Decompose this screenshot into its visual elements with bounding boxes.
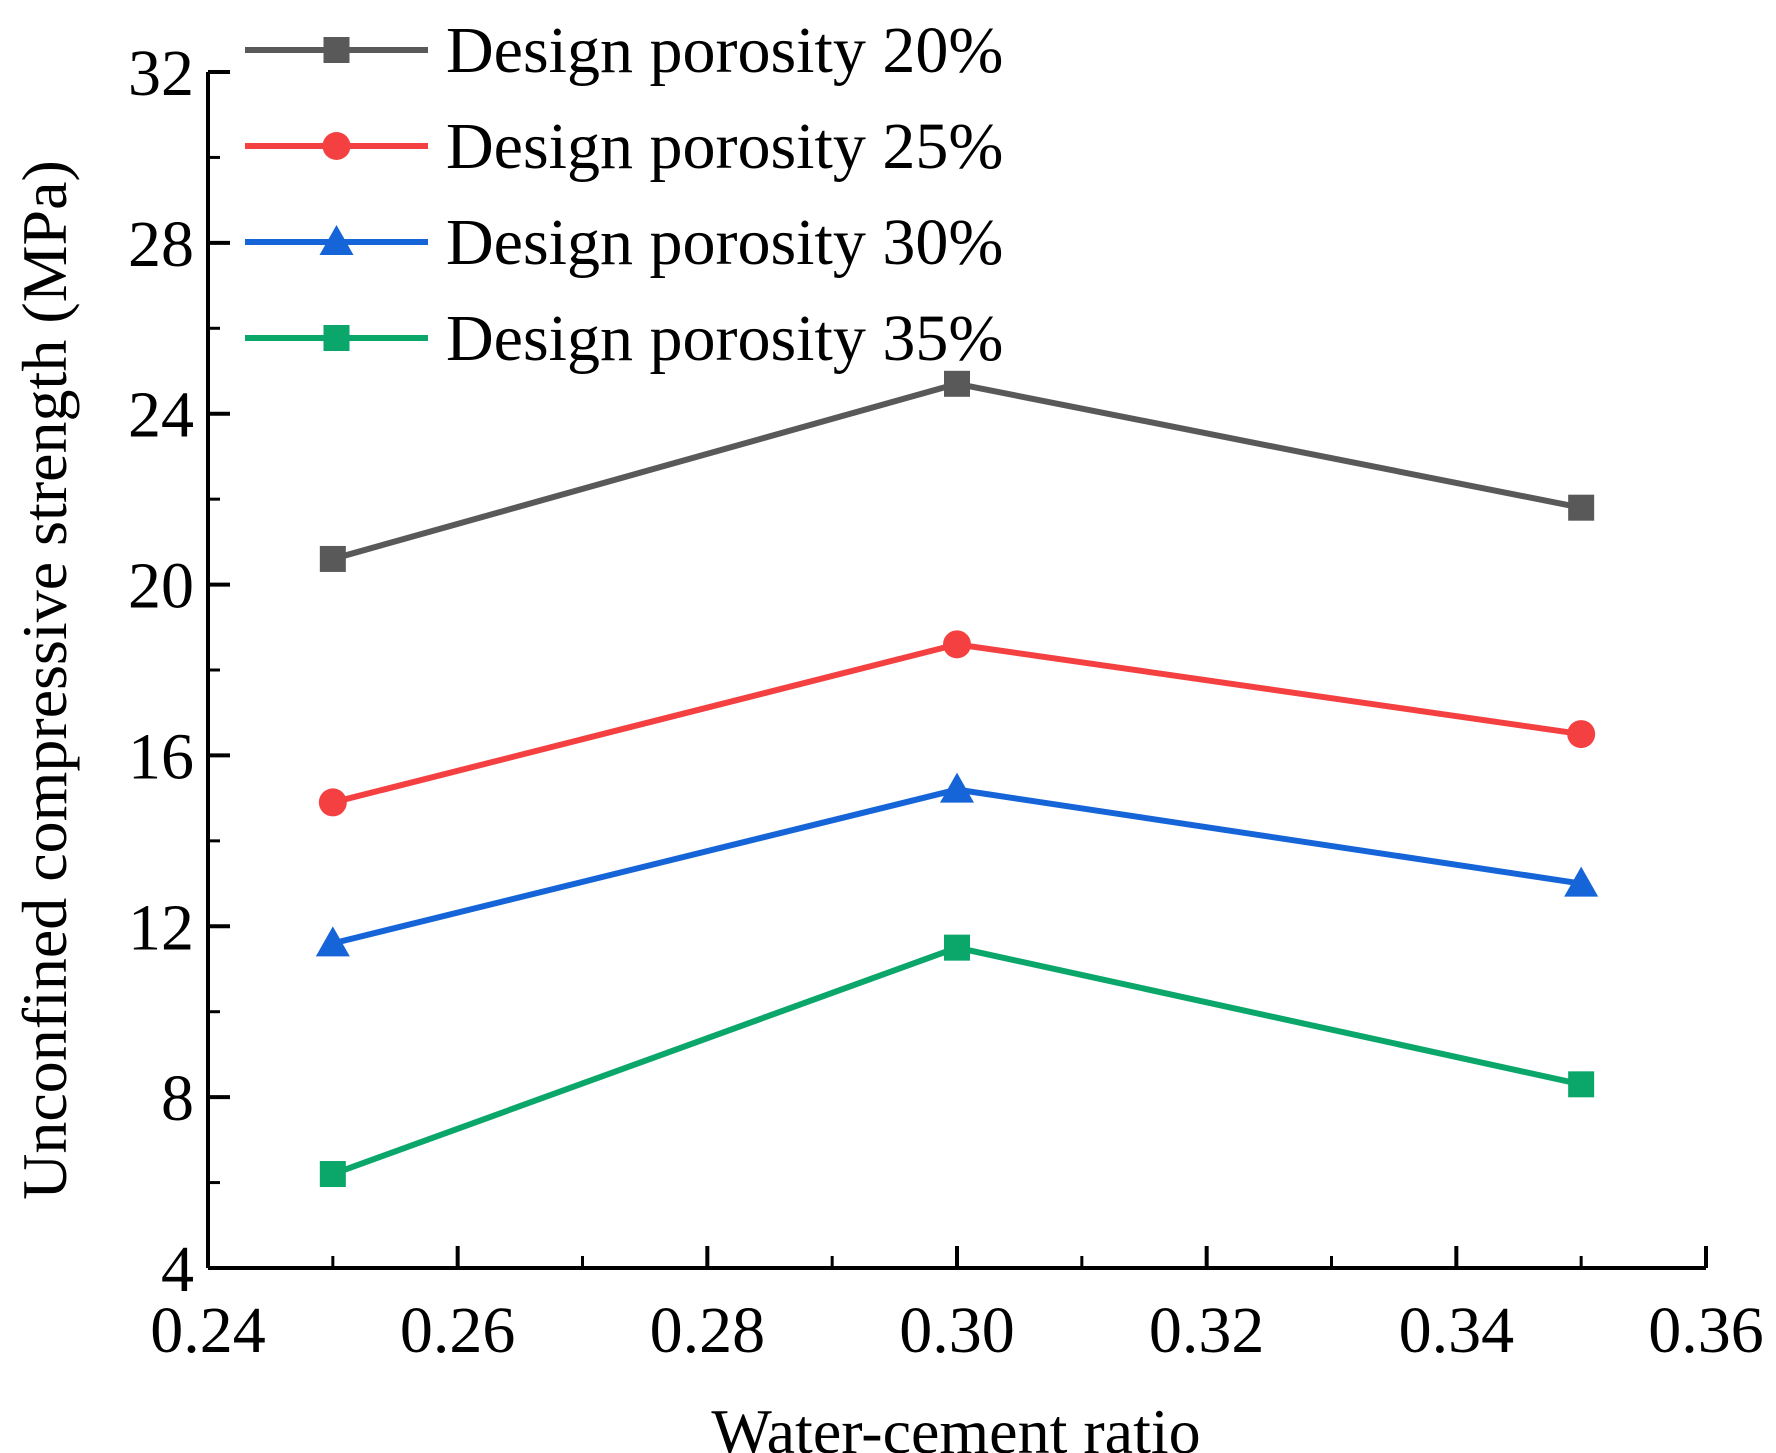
series-4 [319, 934, 1595, 1188]
data-point [315, 926, 350, 957]
legend-item: Design porosity 20% [245, 14, 1003, 87]
legend-swatch-marker [322, 132, 351, 160]
y-axis-title: Unconfined compressive strength (MPa) [9, 160, 80, 1200]
series-line [332, 380, 1582, 562]
data-point [1564, 866, 1599, 897]
data-point [1567, 720, 1596, 749]
x-tick-label: 0.28 [650, 1294, 766, 1367]
series-layer [315, 370, 1599, 1188]
legend-label: Design porosity 35% [446, 302, 1003, 375]
y-tick-label: 12 [128, 891, 194, 964]
y-tick-label: 20 [128, 550, 194, 623]
x-tick-label: 0.36 [1648, 1294, 1764, 1367]
legend-swatch-marker [323, 37, 350, 63]
legend-label: Design porosity 25% [446, 110, 1003, 183]
data-point [1568, 494, 1595, 521]
data-point [319, 1161, 346, 1188]
y-tick-label: 32 [128, 37, 194, 110]
x-tick-label: 0.26 [400, 1294, 516, 1367]
data-point [943, 630, 971, 659]
legend-label: Design porosity 20% [446, 14, 1003, 87]
legend-label: Design porosity 30% [446, 206, 1003, 279]
data-point [944, 370, 970, 397]
legend: Design porosity 20% Design porosity 25% De… [245, 14, 1003, 375]
x-axis-title: Water-cement ratio [711, 1396, 1200, 1453]
legend-item: Design porosity 25% [245, 110, 1003, 183]
x-axis-ticks: 0.24 0.26 0.28 0.30 0.32 0.34 0.36 [150, 1246, 1764, 1367]
y-tick-label: 4 [161, 1233, 194, 1306]
y-tick-label: 24 [128, 379, 194, 452]
series-3 [315, 772, 1599, 957]
legend-item: Design porosity 30% [245, 206, 1003, 279]
data-point [940, 772, 974, 803]
data-point [318, 788, 347, 817]
y-tick-label: 28 [128, 208, 194, 281]
series-line [331, 944, 1582, 1177]
x-tick-label: 0.32 [1149, 1294, 1265, 1367]
x-tick-label: 0.24 [150, 1294, 266, 1367]
y-tick-label: 8 [161, 1062, 194, 1135]
series-1 [319, 370, 1595, 572]
legend-swatch-marker [323, 325, 350, 351]
data-point [319, 545, 346, 572]
y-axis-ticks: 4 8 12 16 20 24 28 32 [128, 37, 230, 1306]
y-tick-label: 16 [128, 720, 194, 793]
x-tick-label: 0.30 [899, 1294, 1015, 1367]
data-point [1568, 1071, 1595, 1098]
series-2 [318, 630, 1596, 817]
series-line [332, 786, 1582, 947]
data-point [944, 934, 970, 961]
legend-item: Design porosity 35% [245, 302, 1003, 375]
x-tick-label: 0.34 [1399, 1294, 1515, 1367]
legend-swatch-marker [319, 225, 354, 255]
